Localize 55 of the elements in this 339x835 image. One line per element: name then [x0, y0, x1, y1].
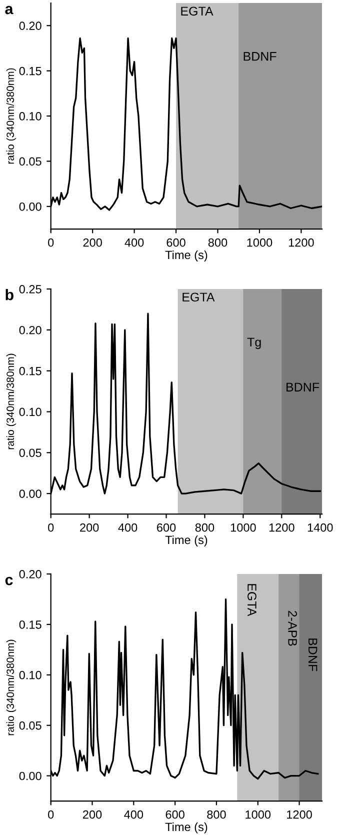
chart-title: b — [6, 288, 14, 300]
y-tick-label: 0.00 — [19, 772, 42, 780]
y-tick-label: 0.10 — [19, 408, 42, 416]
x-axis-title: Time (s) — [165, 822, 208, 834]
x-tick-label: 200 — [83, 810, 102, 819]
x-tick-label: 1200 — [287, 810, 312, 819]
x-tick-label: 600 — [157, 523, 176, 532]
x-tick-label: 200 — [80, 523, 99, 532]
x-tick-label: 1000 — [247, 238, 272, 247]
band-label: EGTA — [182, 292, 215, 302]
y-tick-label: 0.25 — [19, 285, 42, 294]
band-label: EGTA — [181, 6, 214, 16]
x-tick-label: 800 — [207, 810, 226, 819]
x-tick-label: 0 — [48, 523, 54, 532]
x-tick-label: 1000 — [230, 523, 256, 532]
y-tick-label: 0.10 — [19, 670, 42, 680]
y-tick-label: 0.00 — [19, 202, 42, 211]
band-label: BDNF — [308, 638, 318, 672]
y-tick-label: 0.20 — [19, 570, 42, 578]
band-label: 2-APB — [288, 610, 297, 646]
band-label: BDNF — [244, 52, 276, 61]
y-tick-label: 0.00 — [19, 490, 42, 498]
y-tick-label: 0.15 — [19, 366, 42, 376]
band-label: Tg — [247, 338, 261, 350]
y-tick-label: 0.15 — [19, 66, 42, 76]
y-tick-label: 0.20 — [19, 22, 42, 30]
x-axis-title: Time (s) — [165, 535, 208, 546]
x-tick-label: 600 — [166, 810, 184, 819]
y-axis-title: ratio (340nm/380nm) — [6, 68, 16, 164]
x-tick-label: 400 — [124, 238, 144, 247]
chart-title: a — [5, 6, 14, 14]
y-tick-label: 0.20 — [19, 326, 42, 334]
x-tick-label: 200 — [83, 238, 102, 247]
band-label: EGTA — [248, 584, 256, 616]
y-tick-label: 0.10 — [19, 112, 42, 120]
x-tick-label: 1000 — [246, 810, 271, 819]
y-tick-label: 0.05 — [19, 448, 42, 458]
y-axis-title: ratio (340nm/380nm) — [6, 354, 16, 450]
x-tick-label: 0 — [48, 810, 54, 819]
x-tick-label: 600 — [166, 238, 186, 247]
x-tick-label: 1400 — [308, 523, 333, 532]
band-label: BDNF — [286, 382, 320, 392]
x-axis-title: Time (s) — [165, 250, 208, 262]
x-tick-label: 0 — [48, 238, 54, 247]
y-tick-label: 0.05 — [19, 721, 42, 730]
x-tick-label: 400 — [124, 810, 144, 819]
y-tick-label: 0.15 — [19, 620, 42, 629]
x-tick-label: 1200 — [269, 523, 294, 532]
x-tick-label: 800 — [208, 238, 228, 247]
x-tick-label: 800 — [195, 523, 214, 532]
x-tick-label: 400 — [118, 523, 138, 532]
x-tick-label: 1200 — [288, 238, 314, 247]
y-tick-label: 0.05 — [19, 157, 42, 166]
y-axis-title: ratio (340nm/380nm) — [6, 640, 16, 736]
chart-title: c — [5, 576, 13, 586]
